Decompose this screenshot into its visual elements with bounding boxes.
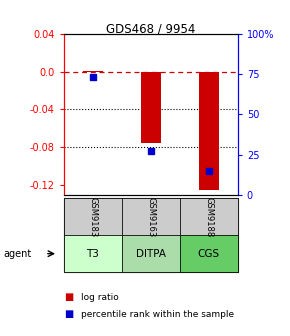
Text: percentile rank within the sample: percentile rank within the sample bbox=[81, 310, 234, 319]
Bar bbox=[83, 71, 103, 72]
Bar bbox=[141, 72, 161, 143]
Text: GSM9188: GSM9188 bbox=[204, 197, 213, 237]
Text: agent: agent bbox=[3, 249, 31, 259]
Text: GSM9163: GSM9163 bbox=[146, 197, 155, 237]
Text: ■: ■ bbox=[64, 292, 73, 302]
Text: GSM9183: GSM9183 bbox=[88, 197, 97, 237]
Text: GDS468 / 9954: GDS468 / 9954 bbox=[106, 22, 195, 35]
Bar bbox=[199, 72, 219, 190]
Text: T3: T3 bbox=[86, 249, 99, 259]
Text: CGS: CGS bbox=[198, 249, 220, 259]
Text: log ratio: log ratio bbox=[81, 293, 119, 302]
Text: ■: ■ bbox=[64, 309, 73, 319]
Text: DITPA: DITPA bbox=[136, 249, 166, 259]
